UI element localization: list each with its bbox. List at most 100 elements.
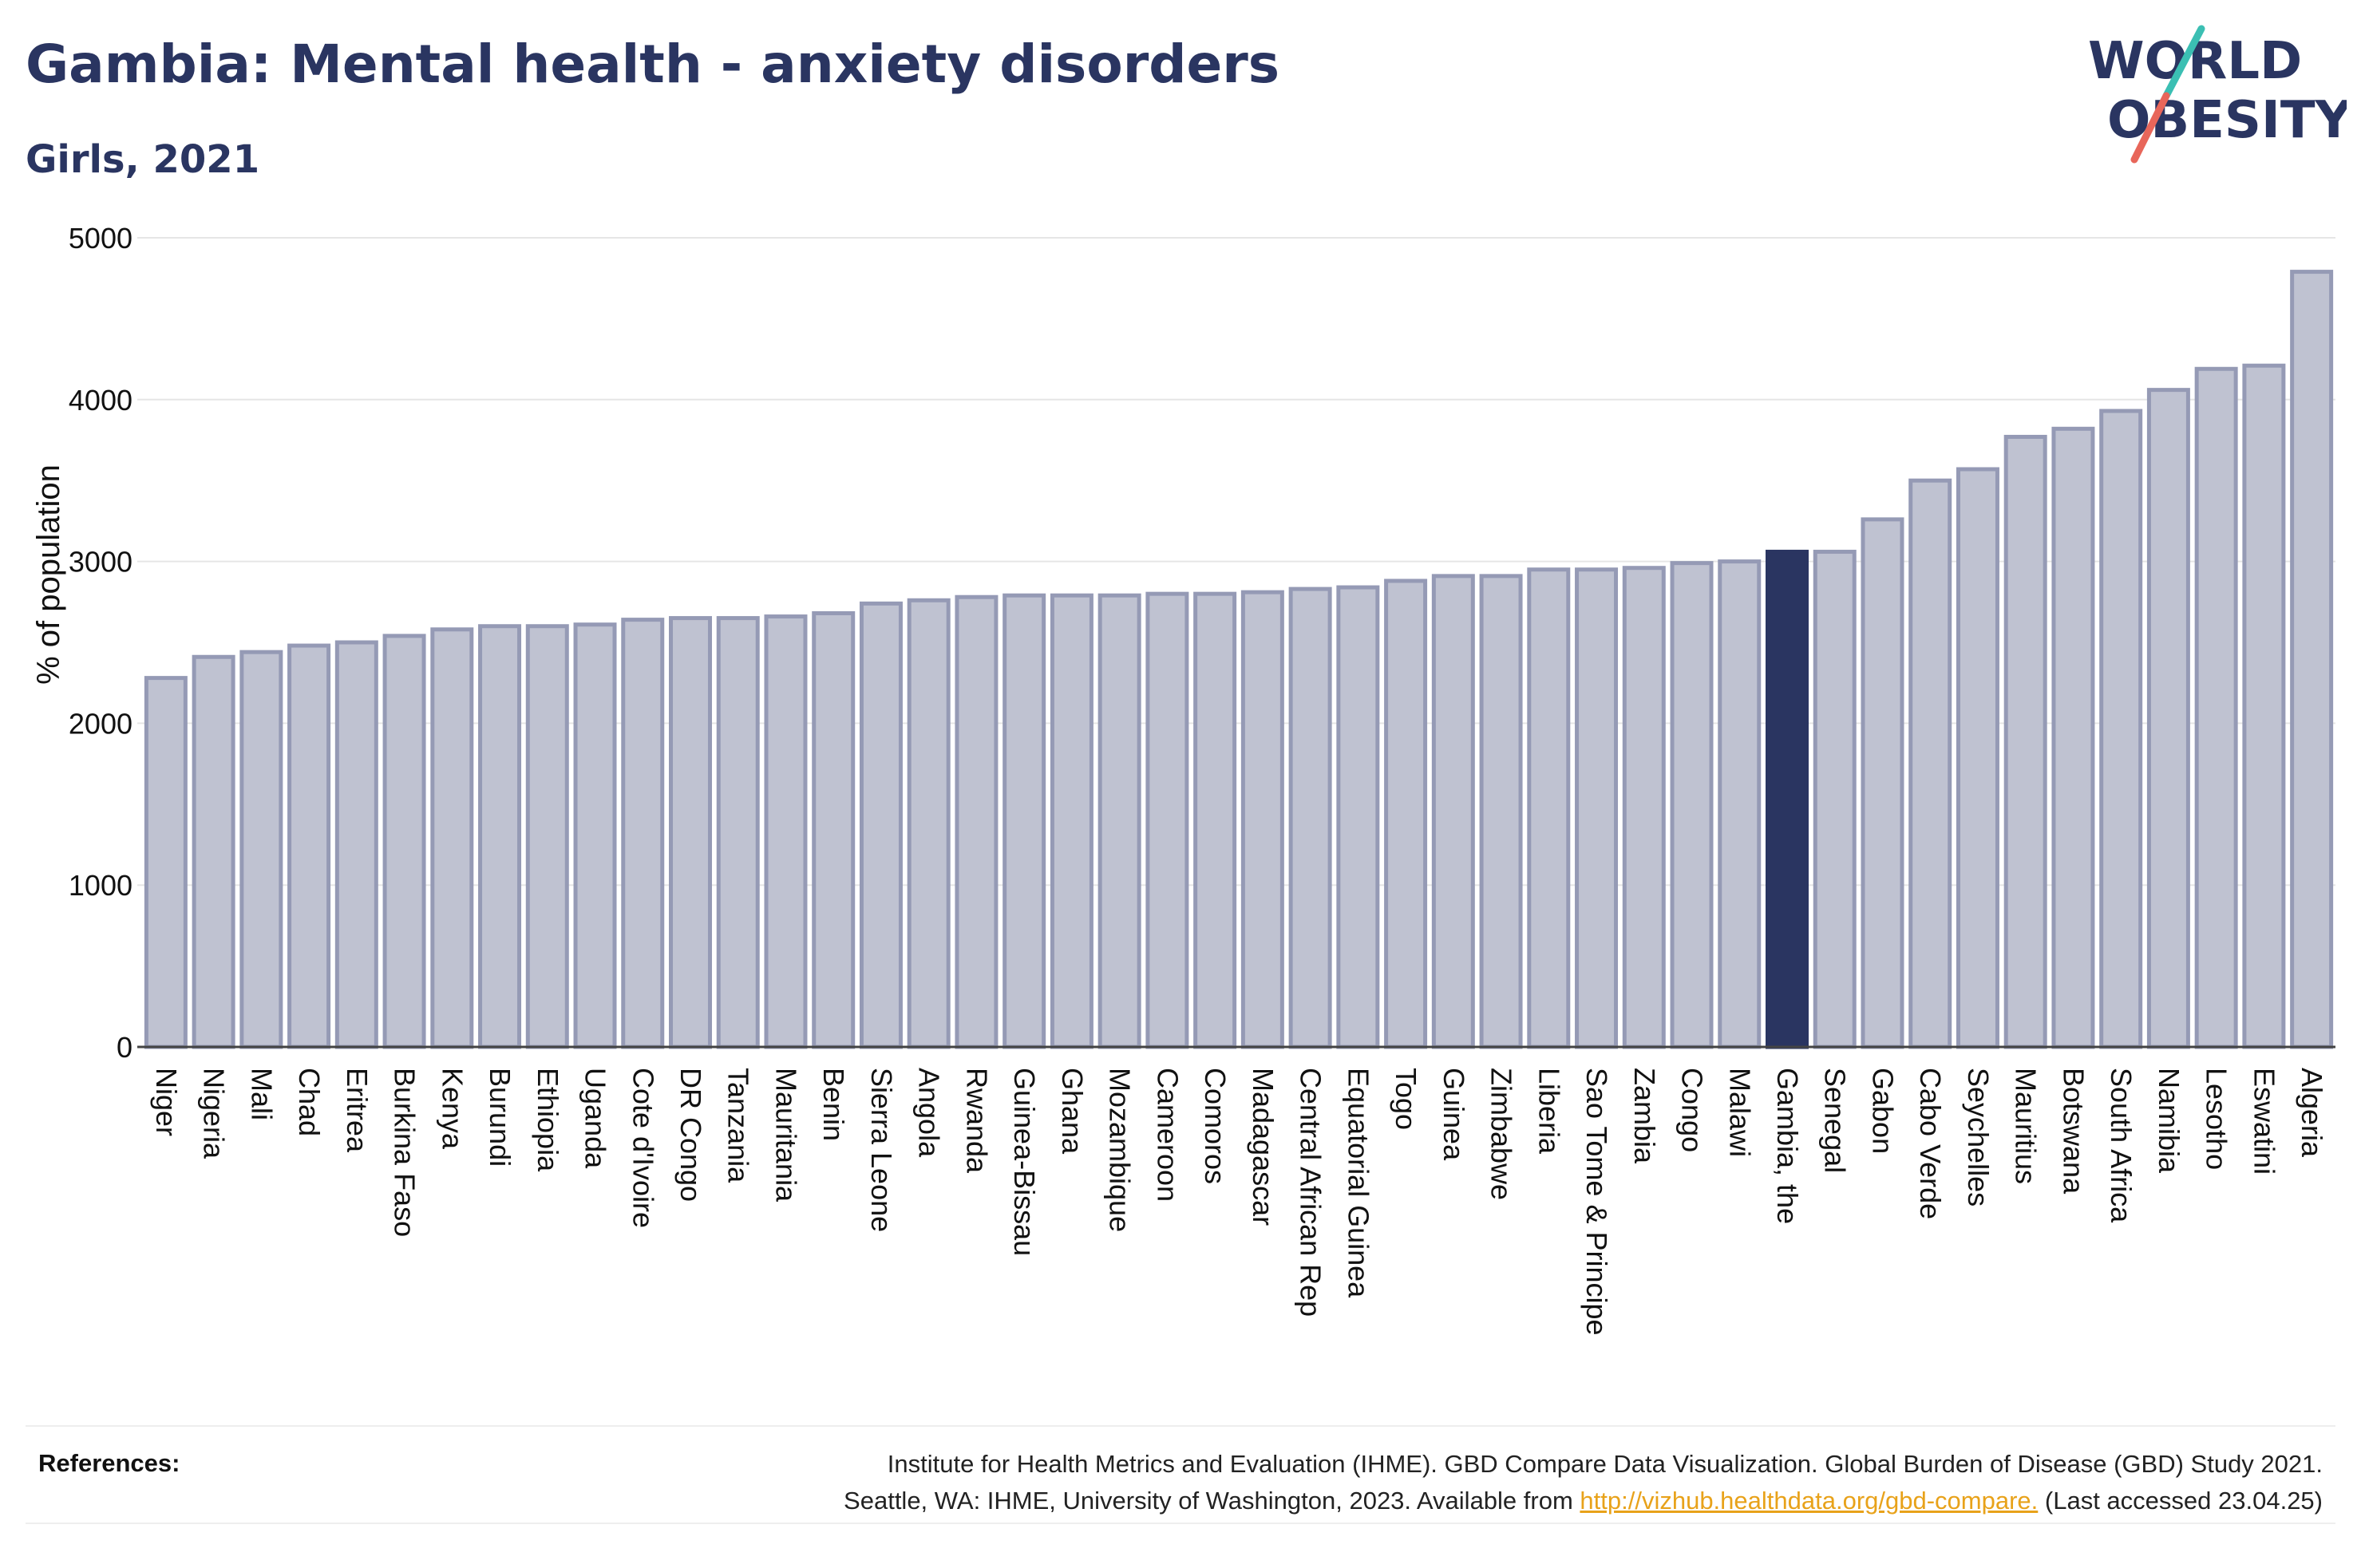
x-tick-label: Madagascar [1247, 1068, 1279, 1226]
bar [1718, 559, 1762, 1049]
bar [1193, 591, 1237, 1049]
references-line-2: Seattle, WA: IHME, University of Washing… [844, 1483, 2323, 1519]
world-obesity-logo: WORLD OBESITY [2088, 25, 2347, 164]
bar [716, 616, 760, 1049]
x-tick-label: Cameroon [1151, 1068, 1184, 1202]
bar [1384, 579, 1428, 1049]
bar [478, 624, 522, 1049]
bar [2194, 366, 2238, 1049]
references-bottom-rule [26, 1523, 2335, 1524]
bar [859, 601, 903, 1049]
x-tick-label: Nigeria [198, 1068, 231, 1159]
x-tick-label: Togo [1390, 1068, 1422, 1130]
x-tick-label: Sao Tome & Principe [1580, 1068, 1613, 1336]
bar [1240, 590, 1284, 1049]
bar [1956, 467, 1999, 1049]
x-tick-label: Uganda [579, 1068, 612, 1169]
bar [1145, 591, 1189, 1049]
bar [955, 594, 999, 1049]
references-line-2-suffix: (Last accessed 23.04.25) [2038, 1487, 2323, 1515]
y-tick-label: 2000 [69, 707, 132, 740]
bar [144, 676, 188, 1049]
x-tick-label: Mauritania [769, 1068, 802, 1203]
x-tick-label: Namibia [2153, 1068, 2185, 1174]
y-tick-label: 1000 [69, 869, 132, 902]
x-tick-label: Liberia [1532, 1068, 1565, 1155]
bar [2290, 270, 2334, 1049]
y-tick-label: 5000 [69, 222, 132, 255]
x-tick-label: Botswana [2057, 1068, 2090, 1195]
bar [1431, 574, 1475, 1049]
x-tick-label: Burkina Faso [389, 1068, 421, 1237]
bar [2242, 363, 2286, 1049]
bar [764, 614, 808, 1049]
bar [1575, 567, 1619, 1049]
x-tick-label: Malawi [1723, 1068, 1756, 1157]
x-tick-label: Angola [913, 1068, 946, 1158]
x-tick-label: Sierra Leone [865, 1068, 898, 1232]
references-link[interactable]: http://vizhub.healthdata.org/gbd-compare… [1580, 1487, 2039, 1515]
references-line-2-prefix: Seattle, WA: IHME, University of Washing… [844, 1487, 1580, 1515]
x-tick-label: Rwanda [960, 1068, 993, 1174]
x-tick-label: Zimbabwe [1485, 1068, 1518, 1200]
bar [287, 643, 331, 1049]
bar [812, 610, 856, 1049]
x-tick-label: Niger [150, 1068, 183, 1136]
bar [525, 624, 569, 1049]
y-tick-labels: 0 1000 2000 3000 4000 5000 [69, 222, 132, 1064]
bar [1050, 593, 1093, 1049]
page-title: Gambia: Mental health - anxiety disorder… [26, 34, 1280, 95]
x-tick-label: Cote d'Ivoire [627, 1068, 659, 1228]
bar [1288, 587, 1332, 1049]
x-tick-label: Tanzania [722, 1068, 755, 1183]
x-tick-label: Gambia, the [1771, 1068, 1804, 1224]
bar [573, 622, 617, 1049]
x-tick-label: Ethiopia [532, 1068, 564, 1172]
bar [1861, 517, 1904, 1049]
bar [192, 654, 235, 1049]
bar [907, 598, 951, 1049]
bar [1479, 574, 1523, 1049]
bar [621, 618, 665, 1049]
x-tick-label: Algeria [2296, 1068, 2328, 1158]
x-tick-label: Guinea [1438, 1068, 1470, 1161]
y-tick-label: 0 [117, 1031, 132, 1064]
bar [1527, 567, 1571, 1049]
bar [239, 650, 283, 1049]
bar [2051, 426, 2095, 1049]
bars [144, 270, 2334, 1049]
x-tick-label: Benin [817, 1068, 850, 1141]
x-tick-label: Central African Rep [1295, 1068, 1327, 1317]
x-tick-label: Lesotho [2201, 1068, 2233, 1170]
x-tick-label: DR Congo [674, 1068, 707, 1202]
bar [2146, 388, 2190, 1049]
bar [2003, 434, 2047, 1049]
references-label: References: [38, 1449, 180, 1477]
bar [1622, 566, 1666, 1049]
logo-slash-top [2162, 25, 2205, 100]
x-tick-label: Eritrea [341, 1068, 374, 1153]
references-top-rule [26, 1425, 2335, 1427]
bar [334, 640, 378, 1049]
y-axis-label: % of population [31, 464, 66, 685]
bar-chart: 0 1000 2000 3000 4000 5000 Niger Nigeria Mali Ch… [31, 222, 2335, 1336]
bar-highlighted [1766, 549, 1809, 1049]
bar [2099, 409, 2143, 1049]
bar [430, 627, 474, 1049]
x-tick-label: Senegal [1819, 1068, 1852, 1173]
references-line-1: Institute for Health Metrics and Evaluat… [887, 1450, 2323, 1478]
bar [382, 634, 426, 1049]
x-tick-label: Burundi [484, 1068, 516, 1167]
x-tick-label: Congo [1676, 1068, 1709, 1152]
x-tick-label: Chad [293, 1068, 326, 1136]
x-tick-label: Ghana [1056, 1068, 1089, 1155]
x-tick-label: Seychelles [1962, 1068, 1995, 1207]
bar [1813, 549, 1857, 1049]
logo-slash-bottom [2130, 92, 2170, 164]
bar [1097, 593, 1141, 1049]
bar [1336, 585, 1380, 1049]
bar [1670, 561, 1714, 1049]
x-tick-label: Cabo Verde [1914, 1068, 1947, 1219]
x-tick-label: Gabon [1866, 1068, 1899, 1154]
x-tick-label: Mozambique [1104, 1068, 1137, 1232]
